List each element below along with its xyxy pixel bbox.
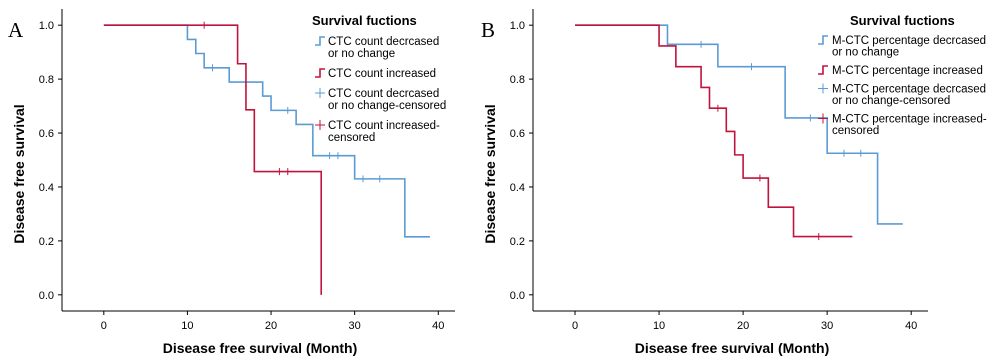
panel-b-legend-title: Survival fuctions	[850, 13, 955, 28]
panel-a-legend-label: or no change-censored	[328, 100, 446, 112]
panel-a-x-tick-label: 0	[101, 320, 107, 332]
panel-a-x-tick-label: 30	[349, 320, 361, 332]
panel-a-y-tick-label: 0.2	[39, 236, 54, 248]
panel-b-y-tick-label: 0.6	[510, 128, 525, 140]
panel-a-y-axis-title: Disease free survival	[11, 104, 27, 243]
panel-a-x-tick-label: 20	[265, 320, 277, 332]
panel-a-series-1-line	[103, 24, 430, 238]
panel-a-y-tick-label: 1.0	[39, 20, 54, 32]
panel-b-y-tick-label: 1.0	[510, 20, 525, 32]
panel-a-legend-label: CTC count decrcased	[328, 88, 439, 100]
panel-b-y-tick-label: 0.0	[510, 290, 525, 302]
panel-b-legend-label: M-CTC percentage increased-	[832, 114, 987, 126]
panel-a-letter: A	[8, 18, 24, 42]
panel-a-legend-title: Survival fuctions	[312, 13, 417, 28]
panel-a-x-axis-title: Disease free survival (Month)	[163, 340, 358, 356]
panel-a-legend-label: CTC count increased-	[328, 120, 440, 132]
panel-b-legend-label: censored	[832, 125, 879, 137]
panel-b-legend-label: M-CTC percentage increased	[832, 65, 983, 77]
panel-b-legend-label: M-CTC percentage decrcased	[832, 84, 986, 96]
panel-b-legend-label: or no change	[832, 47, 899, 59]
panel-a-legend-label: CTC count increased	[328, 68, 436, 80]
panel-b-y-tick-label: 0.4	[510, 182, 525, 194]
panel-b-series-1-line	[575, 24, 903, 225]
panel-b-legend-label: M-CTC percentage decrcased	[832, 35, 986, 47]
panel-b-series-2-line	[575, 24, 853, 238]
panel-b-y-tick-label: 0.2	[510, 236, 525, 248]
panel-a-legend-swatch-line	[315, 68, 325, 78]
panel-b-legend-swatch-line	[818, 35, 828, 45]
panel-a-y-tick-label: 0.0	[39, 290, 54, 302]
panel-b-x-tick-label: 10	[653, 320, 665, 332]
panel-b-letter: B	[481, 18, 495, 42]
panel-b-x-tick-label: 30	[821, 320, 833, 332]
panel-b-x-tick-label: 40	[905, 320, 917, 332]
panel-a-y-tick-label: 0.6	[39, 128, 54, 140]
panel-b: B Disease free survival Disease free sur…	[481, 9, 987, 356]
panel-b-x-tick-label: 20	[737, 320, 749, 332]
panel-b-y-axis-title: Disease free survival	[482, 104, 498, 243]
panel-a-legend-label: CTC count decrcased	[328, 36, 439, 48]
panel-b-legend-swatch-line	[818, 65, 828, 75]
panel-b-x-axis-title: Disease free survival (Month)	[635, 340, 830, 356]
panel-b-plot: 0.0 0.2 0.4 0.6 0.8 1.0 0 10 20 30 40 M-CTC percent…	[510, 9, 987, 332]
panel-a-legend-label: censored	[328, 132, 375, 144]
panel-b-legend-label: or no change-censored	[832, 95, 950, 107]
panel-a-y-tick-label: 0.8	[39, 74, 54, 86]
panel-a-y-tick-label: 0.4	[39, 182, 54, 194]
panel-a-legend-swatch-line	[315, 36, 325, 46]
panel-b-x-tick-label: 0	[572, 320, 578, 332]
panel-a-series-2-line	[103, 24, 323, 295]
panel-a-x-tick-label: 10	[181, 320, 193, 332]
panel-a: A Disease free survival Disease free sur…	[8, 9, 455, 356]
panel-b-y-tick-label: 0.8	[510, 74, 525, 86]
panel-a-plot: 0.0 0.2 0.4 0.6 0.8 1.0 0 10 20 30 40 CTC count dec…	[39, 9, 455, 332]
panel-a-legend-label: or no change	[328, 48, 395, 60]
panel-a-x-tick-label: 40	[432, 320, 444, 332]
